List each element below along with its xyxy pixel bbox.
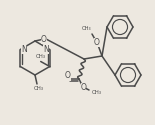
Text: O: O [41, 34, 47, 43]
Text: O: O [94, 38, 100, 47]
Text: O: O [81, 82, 86, 92]
Text: N: N [21, 44, 27, 54]
Text: CH₃: CH₃ [92, 90, 102, 94]
Text: CH₃: CH₃ [36, 54, 46, 60]
Text: CH₃: CH₃ [81, 26, 91, 31]
Text: CH₃: CH₃ [34, 86, 44, 91]
Text: N: N [43, 44, 49, 54]
Text: O: O [65, 72, 71, 80]
